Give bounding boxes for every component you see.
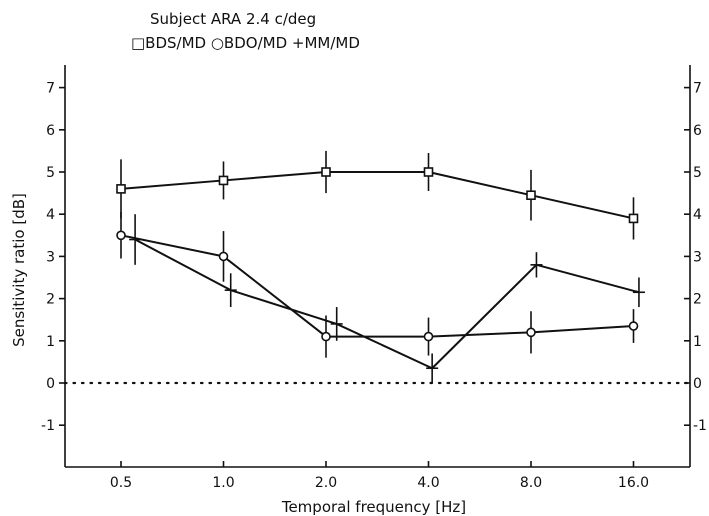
x-axis-label: Temporal frequency [Hz]: [281, 498, 466, 516]
data-point-bds-md: [423, 167, 434, 177]
data-point-bdo-md: [321, 331, 331, 342]
y-tick-label-left: 5: [46, 165, 55, 181]
y-tick-label-right: 5: [693, 165, 702, 181]
series-mm-md: [129, 214, 645, 383]
series-bdo-md: [116, 212, 639, 358]
series-line-bdo-md: [120, 234, 634, 338]
x-tick-label: 2.0: [315, 475, 337, 491]
y-tick-label-left: -1: [41, 418, 55, 434]
series-bds-md: [116, 150, 639, 240]
y-tick-label-left: 3: [46, 249, 55, 265]
y-tick-label-left: 0: [46, 376, 55, 392]
y-tick-label-left: 6: [46, 123, 55, 139]
y-axis-ticks: -1 -1 0 0 1 1 2 2 3 3 4 4 5 5 6 6 7 7: [41, 81, 707, 435]
x-tick-label: 8.0: [520, 475, 542, 491]
data-point-bdo-md: [628, 321, 639, 331]
data-point-bdo-md: [116, 230, 126, 241]
data-point-bdo-md: [526, 327, 536, 338]
x-tick-label: 1.0: [212, 475, 234, 491]
data-point-bds-md: [218, 175, 229, 186]
x-tick-label: 4.0: [417, 475, 439, 491]
data-point-bds-md: [526, 190, 536, 201]
data-point-bds-md: [628, 213, 639, 224]
data-point-bds-md: [116, 184, 126, 194]
x-tick-label: 0.5: [110, 475, 132, 491]
chart-title: Subject ARA 2.4 c/deg: [150, 10, 316, 28]
series-line-mm-md: [134, 238, 640, 370]
y-tick-label-right: 2: [693, 292, 702, 308]
chart-legend: □BDS/MD ○BDO/MD +MM/MD: [131, 34, 360, 52]
data-point-bds-md: [321, 167, 331, 177]
y-tick-label-right: -1: [693, 418, 707, 434]
x-axis-ticks: 0.5 1.0 2.0 4.0 8.0 16.0: [110, 461, 649, 491]
y-axis-label: Sensitivity ratio [dB]: [10, 193, 28, 347]
y-tick-label-left: 1: [46, 334, 55, 350]
y-tick-label-left: 7: [46, 81, 55, 97]
series-line-bds-md: [120, 171, 634, 220]
y-tick-label-right: 7: [693, 81, 702, 97]
axes: [63, 65, 692, 468]
x-tick-label: 16.0: [618, 475, 649, 491]
data-point-bdo-md: [423, 331, 434, 342]
y-tick-label-left: 2: [46, 292, 55, 308]
y-tick-label-right: 0: [693, 376, 702, 392]
plot-area: [116, 150, 645, 383]
y-tick-label-right: 1: [693, 334, 702, 350]
y-tick-label-right: 3: [693, 249, 702, 265]
y-tick-label-right: 4: [693, 207, 702, 223]
data-point-bdo-md: [218, 251, 229, 262]
y-tick-label-right: 6: [693, 123, 702, 139]
y-tick-label-left: 4: [46, 207, 55, 223]
